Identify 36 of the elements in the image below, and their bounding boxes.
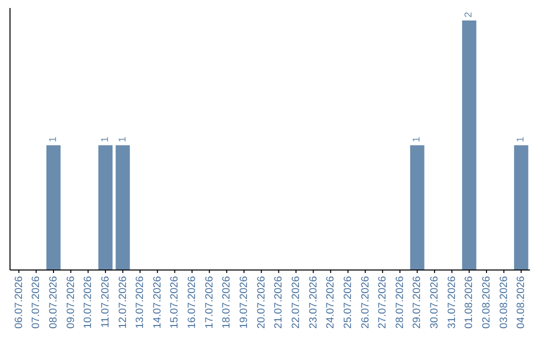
x-tick-label: 19.07.2026 xyxy=(238,276,250,329)
x-tick-label: 25.07.2026 xyxy=(342,276,354,329)
x-tick-label: 26.07.2026 xyxy=(359,276,372,329)
x-tick-label: 30.07.2026 xyxy=(428,276,441,329)
x-tick-label: 22.07.2026 xyxy=(290,276,302,329)
x-tick-label: 17.07.2026 xyxy=(203,276,216,329)
x-tick-label: 15.07.2026 xyxy=(168,276,181,329)
x-tick-label: 24.07.2026 xyxy=(324,276,337,329)
x-tick-label: 23.07.2026 xyxy=(307,276,320,329)
x-tick-label: 13.07.2026 xyxy=(134,276,146,329)
x-tick-label: 11.07.2026 xyxy=(99,276,112,328)
data-label: 1 xyxy=(48,136,59,142)
x-tick-label: 04.08.2026 xyxy=(515,276,528,329)
x-tick-label: 18.07.2026 xyxy=(220,276,233,329)
x-tick-label: 21.07.2026 xyxy=(272,276,285,329)
data-label: 1 xyxy=(100,136,111,142)
x-tick-label: 07.07.2026 xyxy=(30,276,42,329)
x-tick-label: 03.08.2026 xyxy=(498,276,510,329)
x-tick-label: 08.07.2026 xyxy=(47,276,60,329)
x-tick-label: 01.08.2026 xyxy=(463,276,476,329)
x-tick-label: 10.07.2026 xyxy=(82,276,94,329)
data-label: 1 xyxy=(117,136,128,142)
data-label: 1 xyxy=(516,136,527,142)
data-label: 1 xyxy=(412,136,423,142)
x-tick-label: 27.07.2026 xyxy=(376,276,389,329)
x-tick-label: 20.07.2026 xyxy=(255,276,268,329)
x-tick-label: 16.07.2026 xyxy=(186,276,198,329)
x-tick-label: 02.08.2026 xyxy=(480,276,493,329)
x-tick-label: 29.07.2026 xyxy=(411,276,424,329)
x-tick-label: 31.07.2026 xyxy=(446,276,458,329)
data-label: 2 xyxy=(464,11,475,18)
x-tick-label: 28.07.2026 xyxy=(394,276,406,329)
x-tick-label: 09.07.2026 xyxy=(64,276,77,329)
x-tick-label: 14.07.2026 xyxy=(151,276,164,329)
x-tick-label: 12.07.2026 xyxy=(116,276,129,329)
x-tick-label: 06.07.2026 xyxy=(12,276,25,329)
